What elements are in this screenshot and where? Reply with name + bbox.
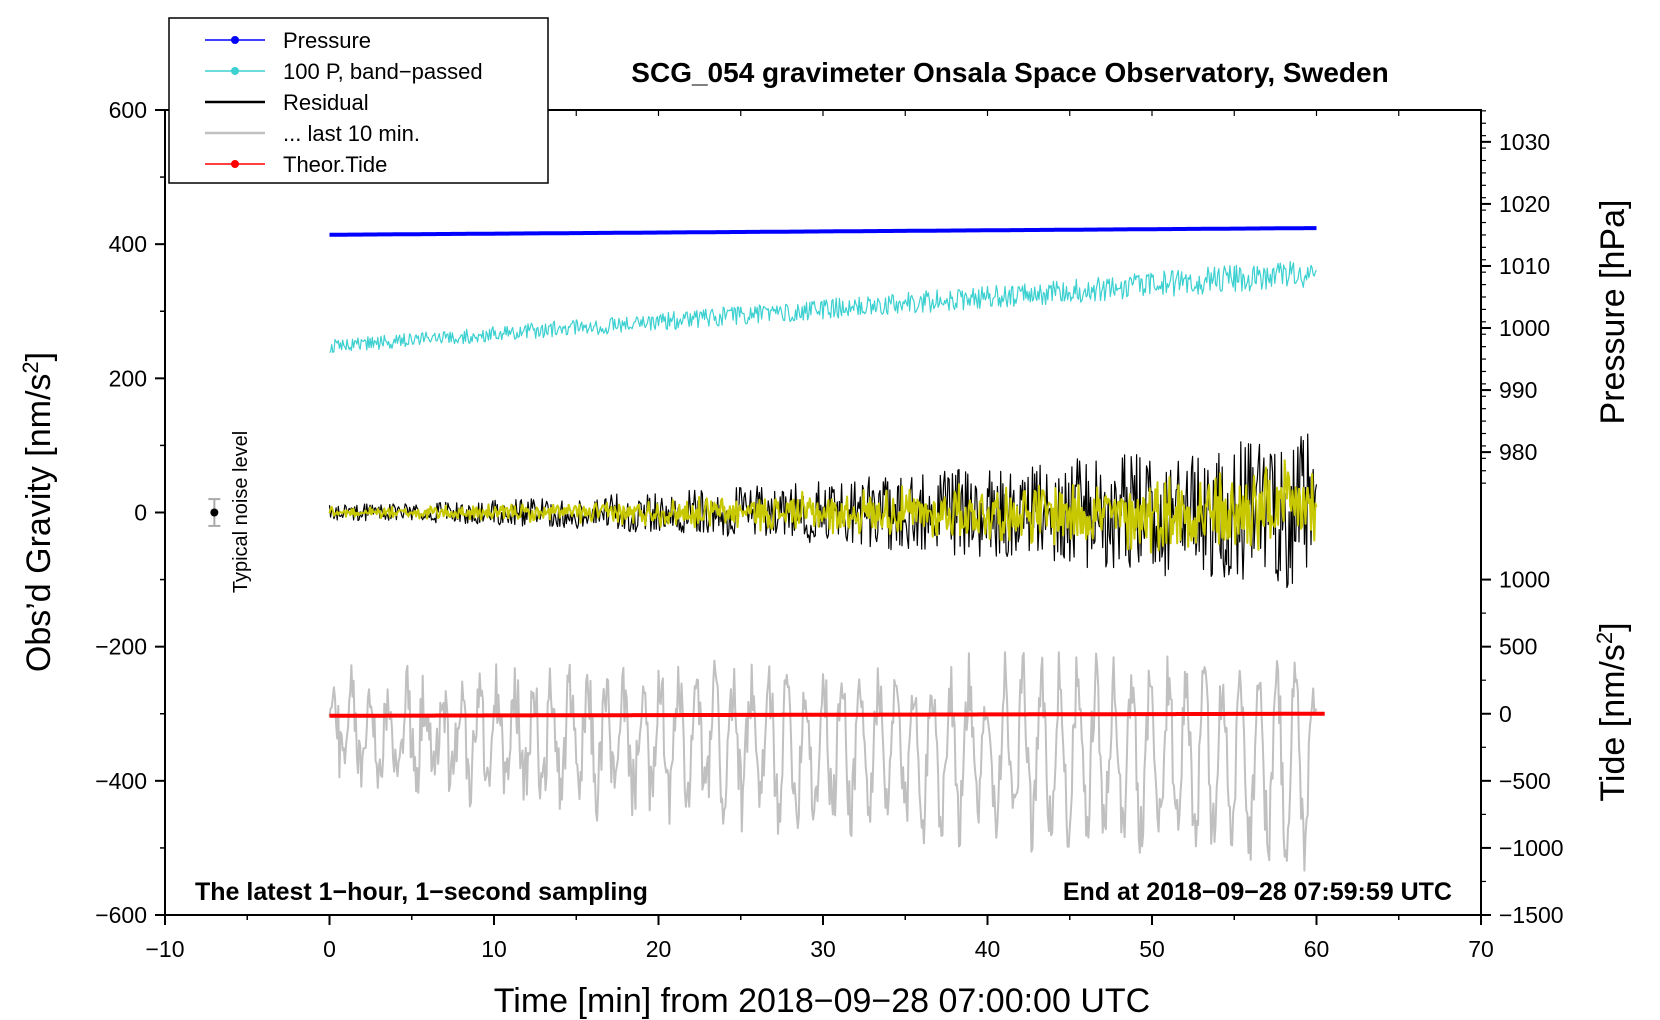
legend-marker-band-passed xyxy=(231,67,239,75)
y-tick-label-2: −200 xyxy=(95,634,147,660)
legend-marker-pressure xyxy=(231,36,239,44)
y-tick-label-3: 0 xyxy=(134,500,147,526)
y-axis-title-left-sup: 2 xyxy=(18,361,43,373)
legend-item-last-10-min: ... last 10 min. xyxy=(205,121,420,146)
annotation-left: The latest 1−hour, 1−second sampling xyxy=(195,878,648,906)
y-tick-label-5: 400 xyxy=(109,231,147,257)
y-axis-title-tide-main: Tide [nm/s xyxy=(1594,644,1632,801)
legend-label-theor-tide: Theor.Tide xyxy=(283,152,387,177)
noise-bar-dot xyxy=(210,508,219,517)
x-tick-label-8: 70 xyxy=(1468,936,1494,962)
legend-item-theor-tide: Theor.Tide xyxy=(205,152,387,177)
series-residual xyxy=(328,433,1318,589)
y-axis-title-tide-sup: 2 xyxy=(1592,632,1617,644)
x-tick-label-2: 10 xyxy=(481,936,507,962)
y-axis-title-left-end: ] xyxy=(20,352,58,361)
y-tick-label-1: −400 xyxy=(95,768,147,794)
annotation-right: End at 2018−09−28 07:59:59 UTC xyxy=(1063,878,1452,906)
y-tick-label-6: 600 xyxy=(109,97,147,123)
legend-marker-theor-tide xyxy=(231,160,239,168)
legend-item-band-passed: 100 P, band−passed xyxy=(205,59,483,84)
x-tick-label-5: 40 xyxy=(975,936,1001,962)
pressure-tick-label-4: 1020 xyxy=(1499,191,1550,217)
series-last-10-min xyxy=(328,651,1318,872)
legend-item-residual: Residual xyxy=(205,90,369,115)
legend-label-last-10-min: ... last 10 min. xyxy=(283,121,420,146)
series-100-p-band-passed xyxy=(329,261,1317,353)
x-tick-label-4: 30 xyxy=(810,936,836,962)
x-tick-label-3: 20 xyxy=(646,936,672,962)
pressure-tick-label-2: 1000 xyxy=(1499,315,1550,341)
series-layer xyxy=(328,226,1326,872)
series-theor-tide xyxy=(328,711,1326,718)
legend-label-pressure: Pressure xyxy=(283,28,371,53)
axes-layer: −10 0 10 20 30 40 50 60 70−600−400−2000200400600… xyxy=(95,97,1563,962)
legend-label-band-passed: 100 P, band−passed xyxy=(283,59,483,84)
tide-tick-label-5: 1000 xyxy=(1499,567,1550,593)
pressure-tick-label-3: 1010 xyxy=(1499,253,1550,279)
pressure-tick-label-1: 990 xyxy=(1499,377,1537,403)
series-pressure xyxy=(328,226,1318,237)
tide-tick-label-3: 0 xyxy=(1499,701,1512,727)
x-tick-label-6: 50 xyxy=(1139,936,1165,962)
y-tick-label-4: 200 xyxy=(109,365,147,391)
y-axis-title-left-main: Obs’d Gravity [nm/s xyxy=(20,374,58,673)
series-residual-smoothed xyxy=(328,459,1318,554)
tide-tick-label-1: −1000 xyxy=(1499,835,1564,861)
legend-item-pressure: Pressure xyxy=(205,28,371,53)
legend-label-residual: Residual xyxy=(283,90,369,115)
chart-title: SCG_054 gravimeter Onsala Space Observat… xyxy=(631,57,1388,88)
y-tick-label-0: −600 xyxy=(95,902,147,928)
pressure-tick-label-5: 1030 xyxy=(1499,129,1550,155)
legend: Pressure 100 P, band−passed Residual ...… xyxy=(168,17,549,184)
legend-box xyxy=(168,17,549,184)
y-axis-title-tide: Tide [nm/s2] xyxy=(1592,622,1633,801)
y-axis-title-pressure: Pressure [hPa] xyxy=(1594,200,1632,425)
tide-tick-label-0: −1500 xyxy=(1499,902,1564,928)
x-axis-title: Time [min] from 2018−09−28 07:00:00 UTC xyxy=(494,982,1150,1020)
y-axis-title-tide-end: ] xyxy=(1594,622,1632,631)
x-tick-label-0: −10 xyxy=(145,936,184,962)
noise-level-label: Typical noise level xyxy=(230,431,252,593)
y-axis-title-left: Obs’d Gravity [nm/s2] xyxy=(18,352,59,672)
x-tick-label-1: 0 xyxy=(323,936,336,962)
tide-tick-label-4: 500 xyxy=(1499,634,1537,660)
pressure-tick-label-0: 980 xyxy=(1499,439,1537,465)
x-tick-label-7: 60 xyxy=(1304,936,1330,962)
tide-tick-label-2: −500 xyxy=(1499,768,1551,794)
